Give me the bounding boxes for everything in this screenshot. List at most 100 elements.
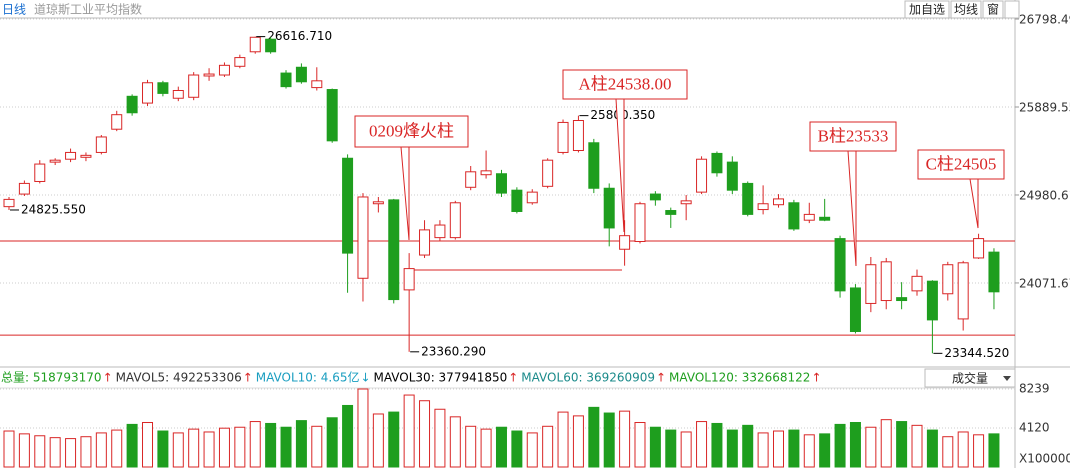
candle-body — [588, 142, 600, 189]
toolbar-button[interactable] — [982, 0, 1004, 19]
candle-body — [942, 264, 954, 295]
volume-bar — [480, 428, 492, 468]
candle-body — [911, 275, 923, 292]
volume-selector[interactable] — [924, 368, 1016, 388]
candle-body — [572, 120, 584, 152]
volume-bar — [80, 436, 92, 468]
volume-bar — [849, 422, 861, 468]
volume-bar — [542, 425, 554, 468]
candle-body — [803, 213, 815, 221]
volume-bar — [342, 404, 354, 468]
volume-bar — [465, 425, 477, 468]
candle-body — [511, 189, 523, 212]
candle-body — [65, 151, 77, 160]
volume-bar — [665, 429, 677, 468]
volume-bar — [403, 394, 415, 468]
toolbar-button-label: 加自选 — [909, 3, 945, 17]
candle-body — [172, 89, 184, 99]
legend-arrow: ↑ — [811, 371, 821, 385]
candle-body — [819, 216, 831, 221]
candle-body — [973, 238, 985, 259]
toolbar-button-label: 均线 — [954, 3, 978, 17]
volume-bar — [942, 436, 954, 468]
volume-bar — [634, 422, 646, 468]
volume-bar — [449, 416, 461, 468]
candle-body — [957, 262, 969, 320]
low-label: 23360.290 — [421, 344, 486, 358]
candle-body — [388, 199, 400, 301]
volume-bar — [973, 434, 985, 468]
dropdown-icon — [1003, 376, 1011, 381]
volume-bar — [557, 411, 569, 468]
period: 日线 — [2, 3, 26, 17]
volume-legend: MAVOL5: 492253306 — [116, 371, 242, 385]
candle-body — [311, 80, 323, 89]
candle-body — [757, 203, 769, 211]
candle-body — [265, 38, 277, 53]
candle-body — [357, 196, 369, 279]
candle-body — [773, 198, 784, 206]
volume-bar — [726, 429, 738, 468]
volume-bar — [649, 426, 661, 468]
volume-bar — [788, 429, 800, 468]
candle-body — [449, 202, 461, 239]
volume-bar — [126, 423, 138, 468]
volume-bar — [619, 410, 631, 468]
candle-body — [649, 193, 661, 201]
candle-body — [788, 202, 800, 230]
volume-bar — [819, 433, 831, 468]
volume-bar — [911, 424, 923, 468]
annotation: C柱24505 — [926, 154, 997, 173]
volume-bar — [896, 421, 908, 468]
candle-body — [80, 154, 92, 158]
volume-bar — [511, 430, 523, 468]
candle-body — [34, 163, 46, 182]
low-label: 23344.520 — [944, 346, 1009, 360]
volume-bar — [172, 432, 184, 468]
y-tick-label: 24071.67 — [1019, 276, 1070, 290]
volume-legend: MAVOL120: 332668122 — [669, 371, 810, 385]
candle-body — [865, 264, 877, 304]
candle-body — [188, 74, 200, 98]
candle-body — [926, 280, 938, 321]
candle-body — [126, 95, 138, 114]
volume-bar — [834, 423, 846, 468]
candle-body — [696, 158, 708, 193]
volume-bar — [95, 432, 107, 468]
y-tick-label: 24980.61 — [1019, 188, 1070, 202]
candle-body — [419, 229, 431, 256]
candle-body — [603, 187, 615, 229]
volume-bar — [3, 430, 15, 468]
candle-body — [95, 136, 107, 153]
volume-bar — [419, 400, 431, 468]
candle-body — [711, 152, 723, 174]
volume-bar — [696, 421, 708, 468]
toolbar-icon[interactable] — [1004, 0, 1020, 19]
volume-bar — [880, 419, 892, 468]
candle-body — [295, 66, 307, 83]
volume-legend: MAVOL30: 377941850 — [374, 371, 508, 385]
candle-body — [495, 173, 507, 194]
volume-unit: X100000 — [1019, 452, 1070, 466]
toolbar-button[interactable] — [950, 0, 982, 19]
volume-bar — [926, 429, 938, 468]
candle-body — [142, 82, 154, 104]
volume-bar — [249, 421, 261, 468]
volume-bar — [388, 411, 400, 468]
toolbar-button-label: 窗 — [987, 3, 999, 17]
volume-selector-label: 成交量 — [952, 371, 988, 386]
volume-bar — [357, 388, 369, 468]
legend-arrow: ↓ — [361, 371, 371, 385]
volume-bar — [526, 432, 538, 468]
volume-bar — [34, 435, 46, 468]
volume-bar — [865, 426, 877, 468]
candle-body — [988, 251, 1000, 293]
annotation: 0209烽火柱 — [369, 121, 454, 140]
volume-legend: 总量: 518793170 — [1, 371, 102, 385]
volume-bar — [18, 433, 30, 468]
volume-bar — [588, 406, 600, 468]
volume-bar — [111, 429, 123, 468]
toolbar-button[interactable] — [904, 0, 950, 19]
